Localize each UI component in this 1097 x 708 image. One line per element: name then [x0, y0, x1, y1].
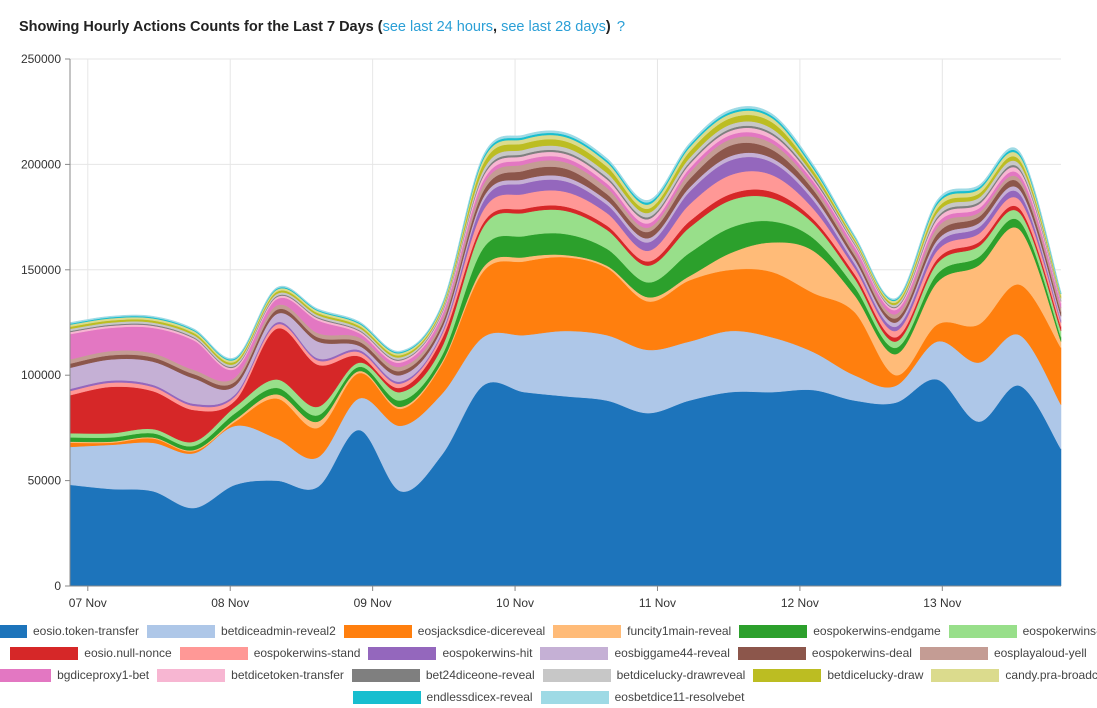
- legend-label: eospokerwins-initdeal: [1022, 624, 1097, 638]
- legend-item-funcity1main-reveal[interactable]: funcity1main-reveal: [553, 624, 731, 638]
- legend-row: endlessdicex-reveal eosbetdice11-resolveb…: [0, 686, 1097, 708]
- legend-label: eosjacksdice-dicereveal: [417, 624, 546, 638]
- legend-swatch: [540, 646, 609, 660]
- legend-swatch: [10, 646, 79, 660]
- legend-swatch: [542, 668, 611, 682]
- legend-label: betdicetoken-transfer: [231, 668, 344, 682]
- chart-legend: eosio.token-transfer betdiceadmin-reveal2…: [0, 620, 1097, 708]
- x-tick-label: 13 Nov: [923, 596, 961, 610]
- y-tick-label: 250000: [21, 52, 61, 66]
- legend-item-eosjacksdice-dicereveal[interactable]: eosjacksdice-dicereveal: [343, 624, 546, 638]
- legend-swatch: [0, 668, 52, 682]
- legend-swatch: [147, 624, 216, 638]
- legend-swatch: [931, 668, 1000, 682]
- x-tick-label: 10 Nov: [496, 596, 534, 610]
- legend-row: eosio.token-transfer betdiceadmin-reveal2…: [0, 620, 1097, 642]
- chart-axes: 0 50000 100000 150000 200000 250000 07 Nov 08 N…: [21, 52, 1061, 610]
- chart-header: Showing Hourly Actions Counts for the La…: [19, 18, 625, 35]
- legend-item-eosbetdice11-resolvebet[interactable]: eosbetdice11-resolvebet: [540, 690, 745, 704]
- legend-label: eospokerwins-deal: [811, 646, 912, 660]
- legend-swatch: [753, 668, 822, 682]
- help-icon[interactable]: ?: [616, 18, 626, 35]
- legend-swatch: [343, 624, 412, 638]
- legend-swatch: [540, 690, 609, 704]
- legend-item-eosplayaloud-yell[interactable]: eosplayaloud-yell: [919, 646, 1087, 660]
- legend-label: funcity1main-reveal: [627, 624, 732, 638]
- legend-item-bgdiceproxy1-bet[interactable]: bgdiceproxy1-bet: [0, 668, 149, 682]
- legend-label: bgdiceproxy1-bet: [57, 668, 150, 682]
- legend-label: eosio.null-nonce: [84, 646, 172, 660]
- title-separator: ,: [493, 19, 502, 35]
- legend-item-eospokerwins-endgame[interactable]: eospokerwins-endgame: [739, 624, 941, 638]
- legend-swatch: [553, 624, 622, 638]
- area-eosbetdice11-resolvebet[interactable]: [69, 106, 1062, 360]
- legend-label: eosbiggame44-reveal: [614, 646, 730, 660]
- legend-row: eosio.null-nonce eospokerwins-stand eospok…: [0, 642, 1097, 664]
- legend-item-bet24diceone-reveal[interactable]: bet24diceone-reveal: [351, 668, 535, 682]
- legend-swatch: [0, 624, 27, 638]
- chart-title-suffix: ): [605, 19, 611, 35]
- legend-item-betdiceadmin-reveal2[interactable]: betdiceadmin-reveal2: [147, 624, 336, 638]
- legend-label: betdicelucky-drawreveal: [616, 668, 746, 682]
- legend-item-eospokerwins-stand[interactable]: eospokerwins-stand: [179, 646, 361, 660]
- legend-label: eosio.token-transfer: [32, 624, 140, 638]
- legend-item-candy-pra-broadcast[interactable]: candy.pra-broadcast: [931, 668, 1097, 682]
- legend-label: bet24diceone-reveal: [425, 668, 535, 682]
- legend-item-eosbiggame44-reveal[interactable]: eosbiggame44-reveal: [540, 646, 730, 660]
- legend-label: eospokerwins-stand: [253, 646, 361, 660]
- legend-swatch: [352, 690, 421, 704]
- legend-item-betdicelucky-draw[interactable]: betdicelucky-draw: [753, 668, 923, 682]
- legend-swatch: [739, 624, 808, 638]
- legend-item-eosio-token-transfer[interactable]: eosio.token-transfer: [0, 624, 139, 638]
- y-tick-label: 100000: [21, 368, 61, 382]
- y-tick-label: 0: [54, 579, 61, 593]
- legend-swatch: [179, 646, 248, 660]
- x-tick-label: 11 Nov: [639, 596, 676, 610]
- last-24-hours-link[interactable]: see last 24 hours: [382, 19, 494, 35]
- legend-swatch: [737, 646, 806, 660]
- x-tick-label: 09 Nov: [354, 596, 392, 610]
- stacked-area-chart: 0 50000 100000 150000 200000 250000 07 Nov 08 N…: [21, 52, 1062, 610]
- legend-item-betdicetoken-transfer[interactable]: betdicetoken-transfer: [157, 668, 344, 682]
- legend-label: eosbetdice11-resolvebet: [614, 690, 745, 704]
- legend-item-eospokerwins-hit[interactable]: eospokerwins-hit: [368, 646, 532, 660]
- legend-label: candy.pra-broadcast: [1005, 668, 1097, 682]
- chart-areas: [69, 106, 1062, 587]
- legend-swatch: [919, 646, 988, 660]
- last-28-days-link[interactable]: see last 28 days: [501, 19, 606, 35]
- legend-label: eosplayaloud-yell: [993, 646, 1087, 660]
- legend-label: betdicelucky-draw: [827, 668, 924, 682]
- legend-swatch: [157, 668, 226, 682]
- legend-item-eospokerwins-initdeal[interactable]: eospokerwins-initdeal: [948, 624, 1097, 638]
- y-tick-label: 150000: [21, 263, 61, 277]
- legend-label: endlessdicex-reveal: [426, 690, 533, 704]
- legend-swatch: [351, 668, 420, 682]
- y-tick-label: 50000: [28, 474, 62, 488]
- legend-label: eospokerwins-hit: [442, 646, 533, 660]
- legend-item-eosio-null-nonce[interactable]: eosio.null-nonce: [10, 646, 172, 660]
- legend-item-betdicelucky-drawreveal[interactable]: betdicelucky-drawreveal: [542, 668, 746, 682]
- legend-swatch: [948, 624, 1017, 638]
- chart-title-prefix: Showing Hourly Actions Counts for the La…: [19, 19, 383, 35]
- legend-label: betdiceadmin-reveal2: [221, 624, 336, 638]
- legend-swatch: [368, 646, 437, 660]
- x-tick-label: 08 Nov: [211, 596, 249, 610]
- legend-item-endlessdicex-reveal[interactable]: endlessdicex-reveal: [352, 690, 533, 704]
- legend-label: eospokerwins-endgame: [813, 624, 941, 638]
- y-tick-label: 200000: [21, 157, 61, 171]
- legend-row: bgdiceproxy1-bet betdicetoken-transfer bet…: [0, 664, 1097, 686]
- x-tick-label: 07 Nov: [69, 596, 107, 610]
- legend-item-eospokerwins-deal[interactable]: eospokerwins-deal: [737, 646, 912, 660]
- x-tick-label: 12 Nov: [781, 596, 819, 610]
